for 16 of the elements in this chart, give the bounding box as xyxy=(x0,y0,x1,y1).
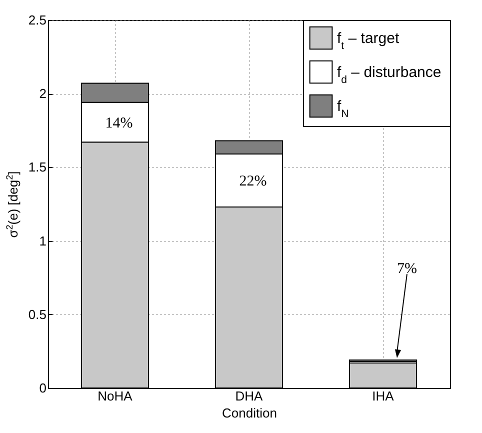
y-tick-label: 1 xyxy=(39,233,46,248)
annotation: 22% xyxy=(239,173,267,190)
y-tick-label: 0.5 xyxy=(28,306,46,322)
x-tick-label: NoHA xyxy=(98,388,133,404)
y-tick-label: 2 xyxy=(39,86,46,102)
annotation: 14% xyxy=(105,115,133,132)
y-tick-label: 0 xyxy=(39,380,46,396)
y-tick-label: 2.5 xyxy=(28,12,46,28)
x-axis-title: Condition xyxy=(222,406,277,420)
annotation: 7% xyxy=(397,261,417,278)
x-tick-label: DHA xyxy=(235,388,264,404)
legend-label: f$_{N}$ xyxy=(337,98,349,120)
y-tick-label: 1.5 xyxy=(28,160,46,175)
x-tick-label: IHA xyxy=(372,388,394,404)
legend-label: f$_{t}$ – target xyxy=(337,30,400,52)
legend-label: f$_{d}$ – disturbance xyxy=(337,64,442,86)
